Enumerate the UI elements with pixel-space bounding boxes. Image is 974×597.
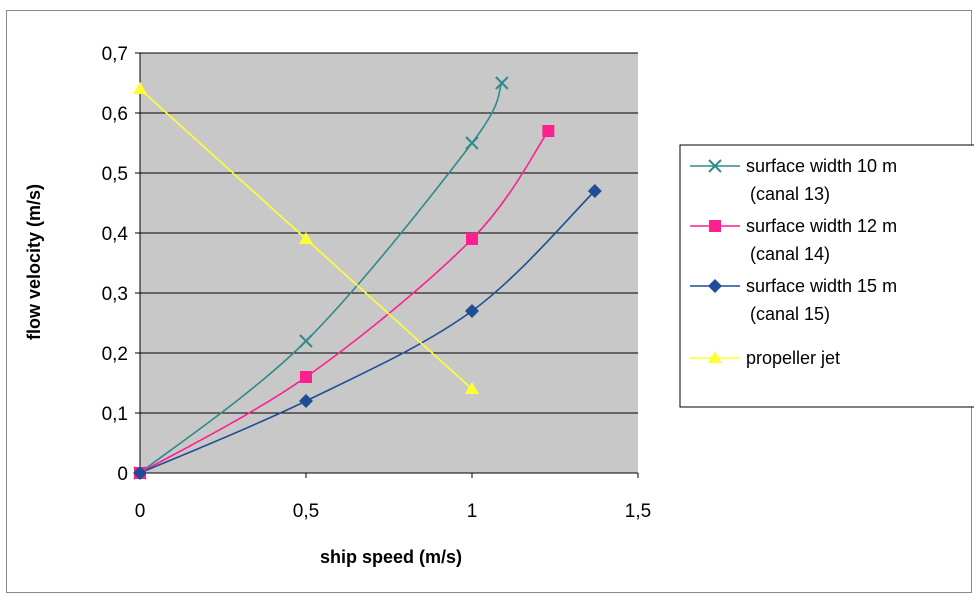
legend-marker-propeller-jet	[708, 351, 722, 363]
axes	[139, 53, 638, 474]
data-point-surface-width-10-m	[465, 136, 479, 150]
legend-sublabel-surface-width-10-m: (canal 13)	[750, 184, 830, 204]
series-line-surface-width-12-m	[139, 130, 550, 474]
x-tick-label: 1	[467, 501, 478, 522]
legend-box	[679, 144, 974, 408]
data-point-surface-width-10-m	[299, 334, 313, 348]
data-point-surface-width-15-m	[299, 394, 313, 408]
series-markers	[133, 76, 602, 480]
data-point-surface-width-12-m	[466, 233, 478, 245]
x-tick-labels: 0 0,5 1 1,5	[135, 473, 651, 522]
data-point-surface-width-12-m	[542, 125, 555, 137]
y-tick-label: 0,1	[102, 404, 128, 425]
plot-area	[140, 53, 638, 473]
y-axis-title: flow velocity (m/s)	[24, 184, 44, 340]
legend-label-surface-width-15-m: surface width 15 m	[746, 276, 897, 296]
data-point-propeller-jet	[133, 82, 147, 94]
data-point-surface-width-15-m	[133, 466, 147, 480]
x-tick-label: 1,5	[625, 501, 651, 522]
y-tick-label: 0,4	[102, 224, 129, 245]
x-tick-label: 0,5	[293, 501, 319, 522]
y-tick-label: 0,5	[102, 164, 128, 185]
legend-sublabel-surface-width-12-m: (canal 14)	[750, 244, 830, 264]
y-tick-label: 0,7	[102, 44, 128, 65]
data-point-propeller-jet	[465, 382, 479, 394]
y-tick-label: 0,3	[102, 284, 128, 305]
legend-label-surface-width-12-m: surface width 12 m	[746, 216, 897, 236]
legend-marker-surface-width-12-m	[709, 220, 721, 232]
data-point-surface-width-12-m	[300, 371, 312, 383]
legend-sublabel-surface-width-15-m: (canal 15)	[750, 304, 830, 324]
x-axis-title: ship speed (m/s)	[320, 547, 462, 567]
y-tick-labels: 0 0,1 0,2 0,3 0,4 0,5 0,6 0,7	[102, 44, 140, 485]
legend-label-propeller-jet: propeller jet	[746, 348, 840, 368]
data-point-surface-width-10-m	[495, 76, 509, 90]
series-line-surface-width-15-m	[139, 190, 596, 474]
y-tick-label: 0,2	[102, 344, 128, 365]
series-line-surface-width-10-m	[139, 82, 503, 474]
y-tick-label: 0,6	[102, 104, 128, 125]
x-tick-label: 0	[135, 501, 146, 522]
legend-marker-surface-width-10-m	[708, 159, 722, 173]
legend-label-surface-width-10-m: surface width 10 m	[746, 156, 897, 176]
legend-marker-surface-width-15-m	[708, 279, 722, 293]
gridlines	[140, 52, 638, 414]
legend: surface width 10 m (canal 13) surface widt…	[679, 144, 974, 408]
data-point-propeller-jet	[299, 232, 313, 244]
data-point-surface-width-15-m	[465, 304, 479, 318]
data-point-surface-width-15-m	[587, 184, 602, 198]
y-tick-label: 0	[117, 464, 128, 485]
